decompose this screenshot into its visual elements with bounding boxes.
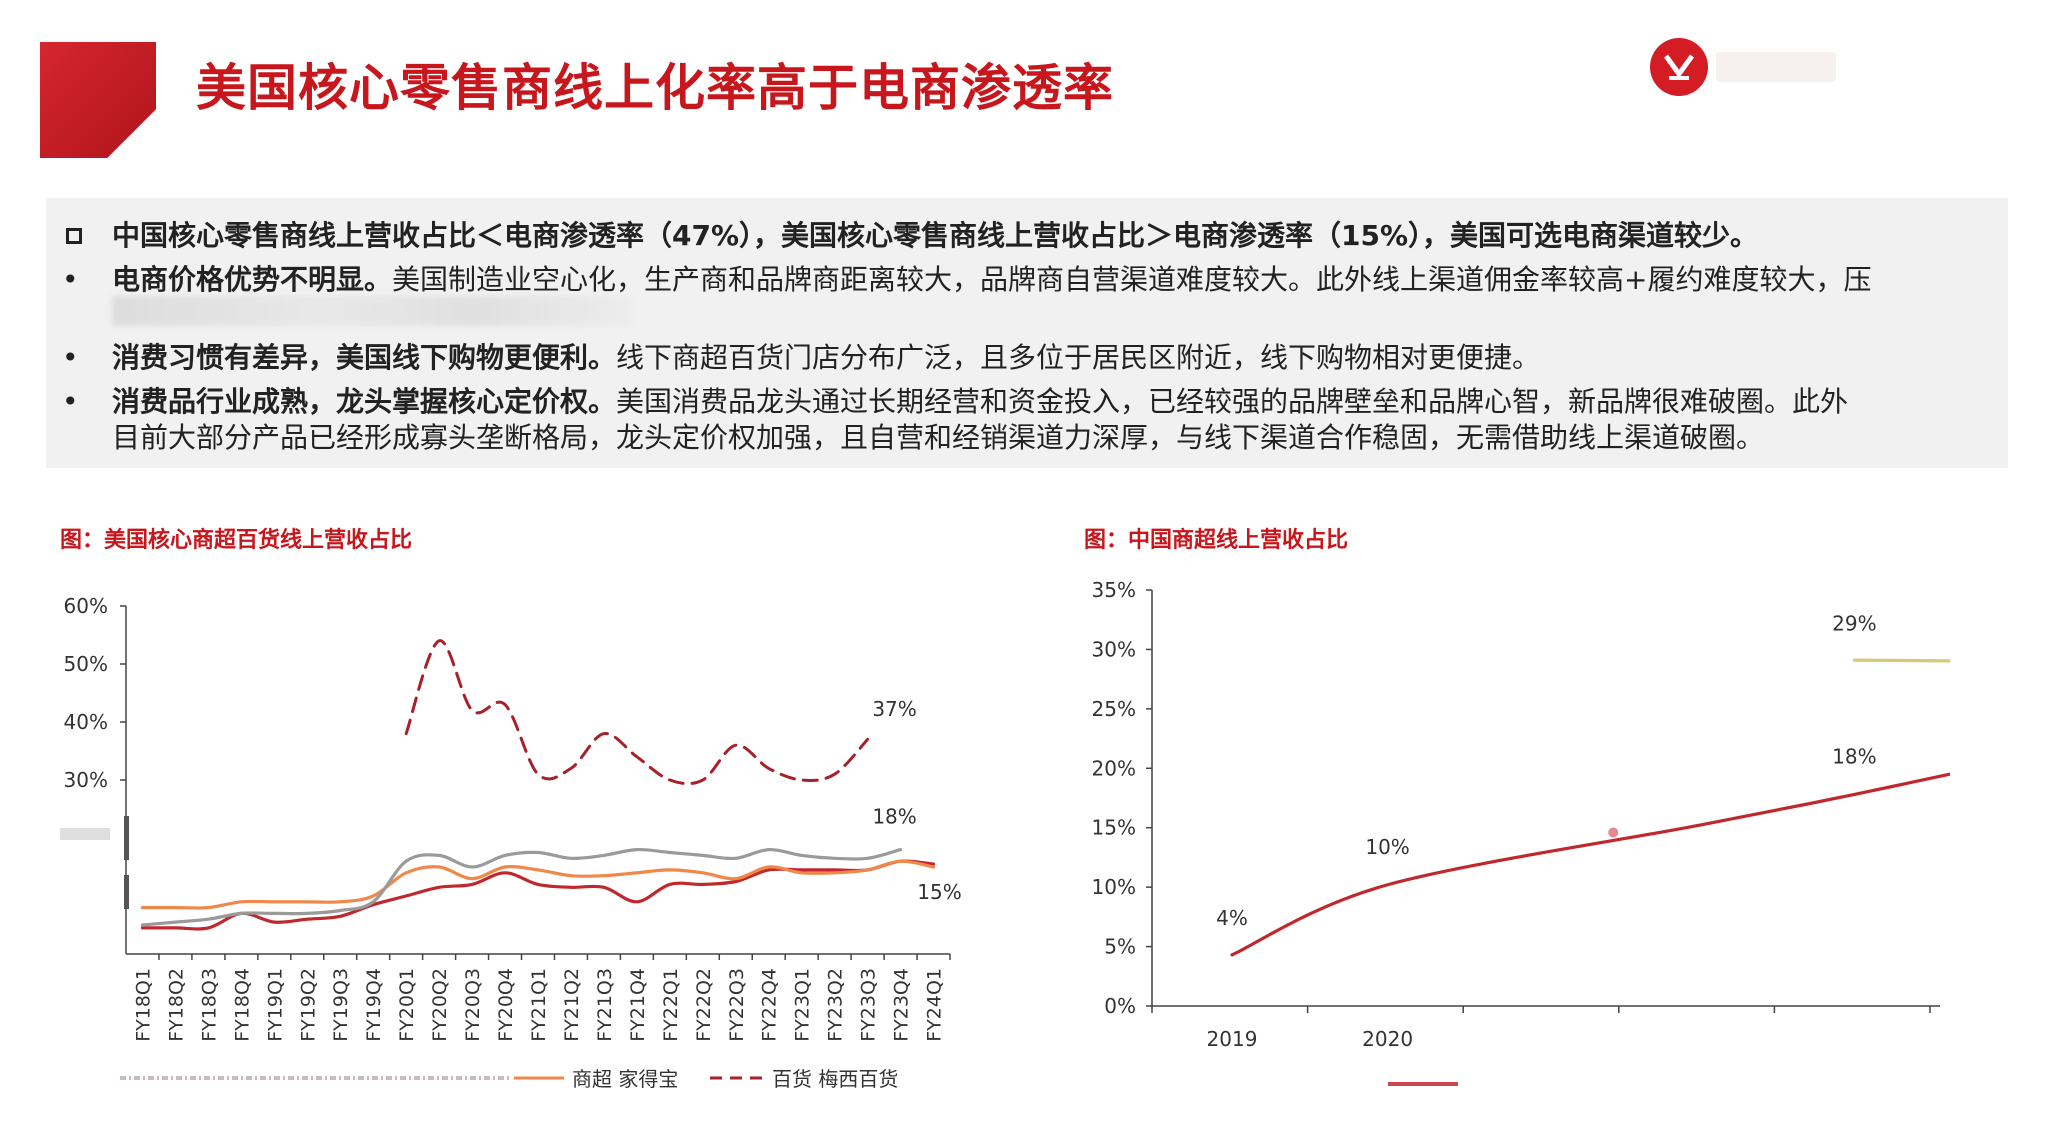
legend-label: 百货 梅西百货 <box>772 1067 898 1091</box>
x-tick-label: FY18Q4 <box>231 968 253 1042</box>
x-tick-label: 2020 <box>1362 1027 1413 1051</box>
x-tick-label: FY18Q3 <box>198 968 220 1042</box>
x-tick-label: FY22Q1 <box>660 968 682 1042</box>
legend-label: 商超 家得宝 <box>572 1067 678 1091</box>
brand-logo-icon <box>1663 54 1695 80</box>
y-tick-label: 60% <box>64 594 108 618</box>
summary-bullet-3: 消费品行业成熟，龙头掌握核心定价权。美国消费品龙头通过长期经营和资金投入，已经较… <box>112 384 1848 420</box>
data-label: 4% <box>1216 906 1248 930</box>
bullet-1-text: 美国制造业空心化，生产商和品牌商距离较大，品牌商自营渠道难度较大。此外线上渠道佣… <box>392 263 1872 296</box>
series-line-1 <box>1852 658 1950 663</box>
y-tick-label: 25% <box>1092 697 1136 721</box>
bullet-dot-icon: • <box>62 385 79 418</box>
y-tick-label: 10% <box>1092 875 1136 899</box>
data-label: 18% <box>1832 745 1876 769</box>
brand-logo-text-faded <box>1716 52 1836 82</box>
x-tick-label: FY23Q3 <box>858 968 880 1042</box>
x-tick-label: FY19Q3 <box>330 968 352 1042</box>
x-tick-label: FY22Q4 <box>759 968 781 1042</box>
x-tick-label: FY19Q4 <box>363 968 385 1042</box>
data-label: 37% <box>872 697 916 721</box>
summary-bullet-2: 消费习惯有差异，美国线下购物更便利。线下商超百货门店分布广泛，且多位于居民区附近… <box>112 340 1540 376</box>
x-tick-label: FY23Q4 <box>891 968 913 1042</box>
summary-panel <box>46 198 2008 468</box>
x-tick-label: FY19Q1 <box>264 968 286 1042</box>
x-tick-label: FY21Q2 <box>561 968 583 1042</box>
blurred-text-strip <box>112 296 632 326</box>
x-tick-label: FY23Q2 <box>825 968 847 1042</box>
x-tick-label: FY24Q1 <box>924 968 946 1042</box>
y-tick-label: 30% <box>64 768 108 792</box>
x-tick-label: FY21Q4 <box>627 968 649 1042</box>
series-line-0 <box>140 859 936 931</box>
x-tick-label: FY22Q3 <box>726 968 748 1042</box>
x-tick-label: FY20Q1 <box>396 968 418 1042</box>
data-label: 15% <box>917 880 961 904</box>
summary-bullet-3-cont: 目前大部分产品已经形成寡头垄断格局，龙头定价权加强，且自营和经销渠道力深厚，与线… <box>112 421 1765 454</box>
title-decoration-block <box>40 42 156 158</box>
x-tick-label: FY20Q2 <box>429 968 451 1042</box>
x-tick-label: FY20Q3 <box>462 968 484 1042</box>
series-line-1 <box>140 859 936 910</box>
blurred-data-point <box>1608 827 1619 838</box>
page-title: 美国核心零售商线上化率高于电商渗透率 <box>196 59 1114 117</box>
x-tick-label: FY23Q1 <box>792 968 814 1042</box>
axis-break-mark <box>124 875 129 909</box>
summary-bullet-1: 电商价格优势不明显。美国制造业空心化，生产商和品牌商距离较大，品牌商自营渠道难度… <box>112 262 1871 298</box>
series-line-0 <box>1230 772 1950 957</box>
x-tick-label: FY22Q2 <box>693 968 715 1042</box>
us-online-share-chart: 30% 40% 50% 60% FY18Q1 FY18Q2 FY18Q3 FY18Q4 FY19… <box>60 594 962 1091</box>
x-tick-label: FY20Q4 <box>495 968 517 1042</box>
series-line-3 <box>404 639 870 786</box>
summary-headline: 中国核心零售商线上营收占比＜电商渗透率（47%），美国核心零售商线上营收占比＞电… <box>112 219 1759 252</box>
blurred-tick-label <box>60 828 110 840</box>
square-bullet-icon <box>66 228 82 244</box>
x-tick-label: FY19Q2 <box>297 968 319 1042</box>
series-line-2 <box>140 847 903 927</box>
data-label: 10% <box>1365 835 1409 859</box>
bullet-dot-icon: • <box>62 341 79 374</box>
data-label: 18% <box>872 805 916 829</box>
bullet-1-bold: 电商价格优势不明显。 <box>112 263 393 296</box>
chart-1-title: 图：美国核心商超百货线上营收占比 <box>60 528 413 553</box>
x-tick-label: FY21Q3 <box>594 968 616 1042</box>
y-tick-label: 20% <box>1092 756 1136 780</box>
china-online-share-chart: 0%5%10%15%20%25%30%35%201920204%10%18%21… <box>1092 578 1950 1086</box>
bullet-3-text: 美国消费品龙头通过长期经营和资金投入，已经较强的品牌壁垒和品牌心智，新品牌很难破… <box>616 385 1849 418</box>
x-tick-label: FY21Q1 <box>528 968 550 1042</box>
y-tick-label: 40% <box>64 710 108 734</box>
data-label: 29% <box>1832 611 1876 635</box>
brand-logo <box>1650 38 1708 96</box>
bullet-2-bold: 消费习惯有差异，美国线下购物更便利。 <box>112 341 617 374</box>
y-tick-label: 50% <box>64 652 108 676</box>
chart-2-title: 图：中国商超线上营收占比 <box>1084 528 1349 553</box>
bullet-dot-icon: • <box>62 263 79 296</box>
y-tick-label: 15% <box>1092 816 1136 840</box>
x-tick-label: 2019 <box>1207 1027 1258 1051</box>
x-tick-label: FY18Q2 <box>165 968 187 1042</box>
y-tick-label: 30% <box>1092 637 1136 661</box>
y-tick-label: 35% <box>1092 578 1136 602</box>
x-tick-label: FY18Q1 <box>132 968 154 1042</box>
bullet-2-text: 线下商超百货门店分布广泛，且多位于居民区附近，线下购物相对更便捷。 <box>616 341 1541 374</box>
y-tick-label: 5% <box>1104 935 1136 959</box>
axis-break-mark <box>124 816 129 860</box>
y-tick-label: 0% <box>1104 994 1136 1018</box>
bullet-3-bold: 消费品行业成熟，龙头掌握核心定价权。 <box>112 385 617 418</box>
